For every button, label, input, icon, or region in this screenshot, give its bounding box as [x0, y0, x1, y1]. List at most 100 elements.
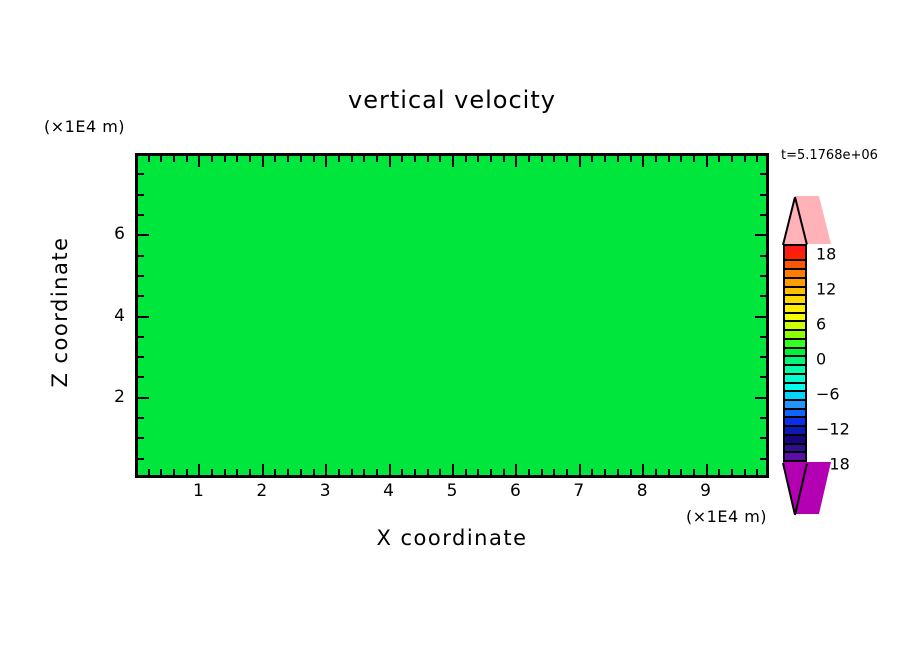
x-tick-bottom	[655, 469, 657, 475]
x-tick-label: 6	[509, 481, 521, 501]
y-tick-right	[760, 214, 766, 216]
x-tick-top	[477, 156, 479, 162]
x-tick-top	[363, 156, 365, 162]
colorbar-tick-label: −12	[816, 419, 850, 439]
y-tick-left	[138, 356, 144, 358]
y-tick-left	[138, 214, 144, 216]
x-tick-label: 2	[256, 481, 268, 501]
x-tick-bottom	[414, 469, 416, 475]
x-tick-bottom	[566, 469, 568, 475]
x-tick-bottom	[274, 469, 276, 475]
colorbar-band	[783, 366, 807, 375]
x-tick-bottom	[160, 469, 162, 475]
colorbar-band	[783, 287, 807, 297]
x-tick-top	[693, 156, 695, 162]
x-tick-top	[173, 156, 175, 162]
x-tick-top	[553, 156, 555, 162]
x-tick-bottom	[541, 469, 543, 475]
y-tick-right	[760, 173, 766, 175]
x-tick-top	[465, 156, 467, 162]
x-tick-label: 3	[319, 481, 331, 501]
x-tick-bottom	[693, 469, 695, 475]
colorbar-band	[783, 400, 807, 410]
y-tick-left	[138, 417, 144, 419]
x-tick-bottom	[465, 469, 467, 475]
x-tick-top	[452, 156, 454, 167]
x-tick-bottom	[376, 469, 378, 475]
colorbar-band	[783, 331, 807, 340]
colorbar-band	[783, 348, 807, 358]
x-tick-bottom	[630, 469, 632, 475]
x-tick-bottom	[325, 464, 327, 475]
x-tick-bottom	[211, 469, 213, 475]
x-tick-top	[503, 156, 505, 162]
x-tick-bottom	[617, 469, 619, 475]
y-tick-right	[760, 255, 766, 257]
time-annotation: t=5.1768e+06	[781, 148, 878, 163]
x-tick-top	[262, 156, 264, 167]
x-tick-bottom	[198, 464, 200, 475]
y-tick-label: 2	[114, 386, 125, 407]
x-tick-top	[287, 156, 289, 162]
y-axis-title: Z coordinate	[48, 236, 72, 388]
x-tick-label: 8	[636, 481, 648, 501]
x-tick-top	[414, 156, 416, 162]
y-tick-right	[760, 417, 766, 419]
x-tick-bottom	[579, 464, 581, 475]
x-tick-bottom	[148, 469, 150, 475]
x-tick-bottom	[338, 469, 340, 475]
x-tick-bottom	[401, 469, 403, 475]
y-tick-right	[760, 194, 766, 196]
y-tick-left	[138, 295, 144, 297]
y-tick-right	[760, 275, 766, 277]
x-tick-bottom	[642, 464, 644, 475]
x-tick-bottom	[236, 469, 238, 475]
x-tick-top	[439, 156, 441, 162]
x-axis-unit-label: (×1E4 m)	[686, 507, 768, 526]
colorbar-band	[783, 453, 807, 462]
x-tick-bottom	[389, 464, 391, 475]
colorbar-band	[783, 383, 807, 393]
x-tick-top	[566, 156, 568, 162]
colorbar-band	[783, 305, 807, 314]
x-tick-bottom	[528, 469, 530, 475]
x-tick-label: 7	[573, 481, 585, 501]
x-tick-top	[160, 156, 162, 162]
x-tick-top	[744, 156, 746, 162]
x-tick-bottom	[731, 469, 733, 475]
y-tick-label: 6	[114, 224, 125, 245]
y-tick-right	[760, 376, 766, 378]
x-tick-top	[224, 156, 226, 162]
x-tick-top	[186, 156, 188, 162]
y-tick-right	[760, 356, 766, 358]
x-tick-label: 9	[700, 481, 712, 501]
x-tick-bottom	[363, 469, 365, 475]
x-tick-top	[642, 156, 644, 167]
x-tick-bottom	[706, 464, 708, 475]
colorbar-band	[783, 392, 807, 401]
colorbar-band	[783, 418, 807, 428]
colorbar-band	[783, 427, 807, 436]
x-tick-bottom	[503, 469, 505, 475]
y-tick-label: 4	[114, 305, 125, 326]
colorbar-band	[783, 322, 807, 332]
y-tick-left	[138, 173, 144, 175]
x-tick-top	[338, 156, 340, 162]
x-tick-bottom	[553, 469, 555, 475]
colorbar-tick-label: 12	[816, 279, 837, 299]
x-tick-top	[668, 156, 670, 162]
y-tick-right	[760, 437, 766, 439]
x-tick-top	[351, 156, 353, 162]
x-tick-top	[325, 156, 327, 167]
x-tick-bottom	[300, 469, 302, 475]
x-tick-bottom	[490, 469, 492, 475]
x-tick-bottom	[313, 469, 315, 475]
x-tick-top	[731, 156, 733, 162]
colorbar	[783, 244, 807, 462]
x-tick-bottom	[477, 469, 479, 475]
x-tick-top	[680, 156, 682, 162]
y-axis-unit-label: (×1E4 m)	[44, 117, 126, 136]
x-tick-bottom	[591, 469, 593, 475]
x-tick-bottom	[224, 469, 226, 475]
x-tick-top	[249, 156, 251, 162]
